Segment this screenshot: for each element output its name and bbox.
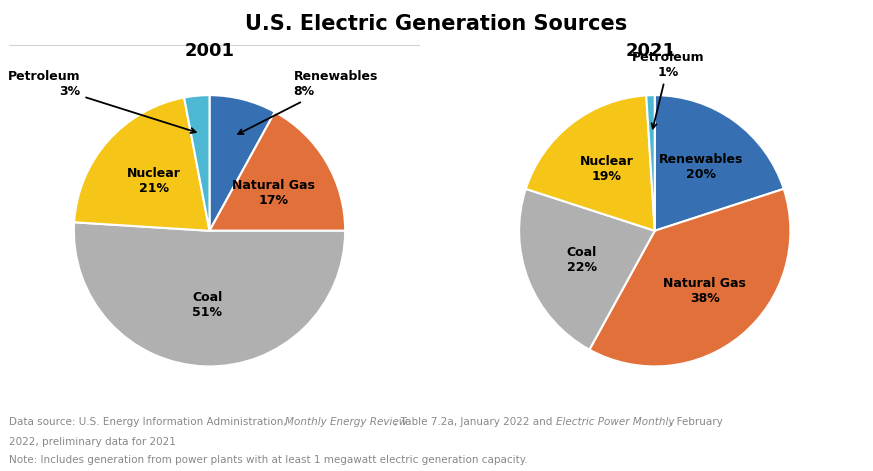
Text: , February: , February — [670, 417, 723, 427]
Text: Petroleum
1%: Petroleum 1% — [632, 51, 705, 129]
Text: 2021: 2021 — [625, 42, 676, 60]
Wedge shape — [74, 222, 345, 366]
Text: Note: Includes generation from power plants with at least 1 megawatt electric ge: Note: Includes generation from power pla… — [9, 455, 527, 464]
Text: Renewables
8%: Renewables 8% — [238, 70, 378, 134]
Wedge shape — [519, 189, 655, 349]
Text: Coal
22%: Coal 22% — [567, 246, 597, 274]
Text: 2001: 2001 — [184, 42, 235, 60]
Text: Nuclear
19%: Nuclear 19% — [580, 154, 634, 183]
Wedge shape — [210, 95, 275, 231]
Wedge shape — [74, 97, 210, 231]
Wedge shape — [184, 95, 210, 231]
Wedge shape — [589, 189, 790, 366]
Text: Natural Gas
38%: Natural Gas 38% — [663, 277, 746, 305]
Wedge shape — [646, 95, 655, 231]
Text: Nuclear
21%: Nuclear 21% — [127, 168, 181, 195]
Text: Data source: U.S. Energy Information Administration,: Data source: U.S. Energy Information Adm… — [9, 417, 290, 427]
Text: U.S. Electric Generation Sources: U.S. Electric Generation Sources — [245, 14, 628, 34]
Wedge shape — [210, 112, 345, 231]
Text: Monthly Energy Review: Monthly Energy Review — [285, 417, 407, 427]
Text: Electric Power Monthly: Electric Power Monthly — [555, 417, 674, 427]
Text: 2022, preliminary data for 2021: 2022, preliminary data for 2021 — [9, 437, 175, 447]
Text: , Table 7.2a, January 2022 and: , Table 7.2a, January 2022 and — [394, 417, 556, 427]
Text: Natural Gas
17%: Natural Gas 17% — [232, 179, 315, 207]
Text: Renewables
20%: Renewables 20% — [659, 153, 743, 181]
Text: Coal
51%: Coal 51% — [192, 292, 223, 319]
Wedge shape — [655, 95, 784, 231]
Text: Petroleum
3%: Petroleum 3% — [8, 70, 196, 133]
Wedge shape — [526, 96, 655, 231]
